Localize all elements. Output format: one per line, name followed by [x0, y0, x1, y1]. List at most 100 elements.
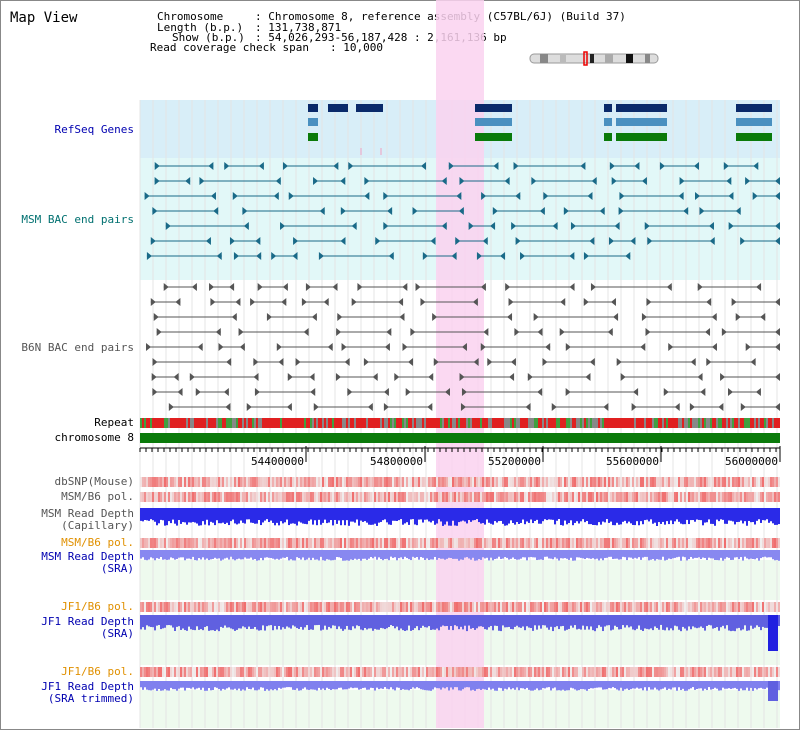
- bac-end: [154, 162, 160, 170]
- jf1-trim-depth-bar: [750, 681, 752, 688]
- jf1-pol2-cell: [618, 667, 620, 677]
- repeat-block: [720, 418, 722, 428]
- msm-depth-bar: [288, 508, 290, 526]
- jf1-trim-depth-bar: [764, 681, 766, 689]
- jf1-trim-depth-bar: [406, 681, 408, 690]
- msm-sra-depth-bar: [766, 550, 768, 558]
- msm-depth-bar: [538, 508, 540, 524]
- jf1-trim-depth-bar: [174, 681, 176, 690]
- msm-sra-depth-bar: [438, 550, 440, 558]
- msm-pol2-cell: [326, 538, 328, 548]
- msm-pol-cell: [700, 492, 702, 502]
- msm-depth-bar: [658, 508, 660, 523]
- msm-pol2-cell: [662, 538, 664, 548]
- msm-pol-cell: [330, 492, 332, 502]
- jf1-trim-depth-bar: [216, 681, 218, 688]
- msm-sra-depth-bar: [290, 550, 292, 560]
- msm-pol2-cell: [212, 538, 214, 548]
- msm-sra-depth-bar: [768, 550, 770, 558]
- msm-sra-depth-bar: [422, 550, 424, 558]
- repeat-block: [600, 418, 602, 428]
- jf1-sra-depth-bar: [706, 615, 708, 626]
- dbsnp-cell: [456, 477, 458, 487]
- jf1-pol2-cell: [454, 667, 456, 677]
- bac-end: [258, 162, 264, 170]
- track-label-msm-bac[interactable]: MSM BAC end pairs: [21, 213, 134, 226]
- track-label-refseq[interactable]: RefSeq Genes: [54, 123, 134, 136]
- jf1-sra-depth-bar: [628, 615, 630, 628]
- jf1-sra-depth-bar: [408, 615, 410, 626]
- msm-depth-bar: [470, 508, 472, 522]
- jf1-trim-depth-bar: [534, 681, 536, 690]
- msm-pol2-cell: [532, 538, 534, 548]
- bac-end: [608, 237, 614, 245]
- jf1-pol2-cell: [580, 667, 582, 677]
- msm-depth-bar: [180, 508, 182, 524]
- repeat-block: [716, 418, 718, 428]
- msm-pol-cell: [266, 492, 268, 502]
- msm-pol2-cell: [418, 538, 420, 548]
- repeat-block: [280, 418, 282, 428]
- msm-depth-bar: [676, 508, 678, 520]
- msm-pol-cell: [328, 492, 330, 502]
- msm-depth-bar: [162, 508, 164, 521]
- jf1-pol-cell: [388, 602, 390, 612]
- dbsnp-cell: [646, 477, 648, 487]
- dbsnp-cell: [510, 477, 512, 487]
- dbsnp-cell: [602, 477, 604, 487]
- bac-end: [213, 207, 219, 215]
- gene-feature: [475, 118, 512, 126]
- msm-depth-bar: [624, 508, 626, 521]
- jf1-pol2-cell: [696, 667, 698, 677]
- msm-pol-cell: [194, 492, 196, 502]
- jf1-pol-cell: [468, 602, 470, 612]
- repeat-block: [482, 418, 484, 428]
- repeat-block: [680, 418, 682, 428]
- msm-sra-depth-bar: [142, 550, 144, 558]
- jf1-pol2-cell: [378, 667, 380, 677]
- bac-end: [152, 388, 158, 396]
- jf1-trim-depth-bar: [412, 681, 414, 688]
- msm-depth-bar: [564, 508, 566, 521]
- repeat-block: [374, 418, 376, 428]
- jf1-sra-depth-bar: [326, 615, 328, 630]
- msm-sra-depth-bar: [348, 550, 350, 561]
- jf1-trim-depth-bar: [658, 681, 660, 691]
- bac-end: [286, 403, 292, 411]
- jf1-trim-depth-bar: [426, 681, 428, 691]
- dbsnp-cell: [452, 477, 454, 487]
- repeat-block: [384, 418, 386, 428]
- repeat-block: [210, 418, 212, 428]
- jf1-pol2-cell: [328, 667, 330, 677]
- repeat-block: [526, 418, 528, 428]
- jf1-pol-cell: [476, 602, 478, 612]
- jf1-trim-depth-bar: [202, 681, 204, 688]
- msm-sra-depth-bar: [778, 550, 780, 561]
- repeat-block: [774, 418, 776, 428]
- msm-pol2-cell: [442, 538, 444, 548]
- msm-depth-bar: [614, 508, 616, 526]
- track-label-b6n-bac[interactable]: B6N BAC end pairs: [21, 341, 134, 354]
- jf1-trim-depth-bar: [420, 681, 422, 690]
- jf1-sra-depth-bar: [184, 615, 186, 631]
- msm-pol2-cell: [350, 538, 352, 548]
- msm-pol2-cell: [692, 538, 694, 548]
- msm-sra-depth-bar: [220, 550, 222, 561]
- msm-sra-depth-bar: [574, 550, 576, 561]
- dbsnp-cell: [576, 477, 578, 487]
- msm-sra-depth-bar: [390, 550, 392, 557]
- jf1-pol2-cell: [214, 667, 216, 677]
- dbsnp-cell: [634, 477, 636, 487]
- msm-sra-depth-bar: [708, 550, 710, 558]
- jf1-pol2-cell: [436, 667, 438, 677]
- dbsnp-cell: [660, 477, 662, 487]
- dbsnp-cell: [234, 477, 236, 487]
- jf1-pol2-cell: [602, 667, 604, 677]
- msm-pol2-cell: [202, 538, 204, 548]
- repeat-block: [692, 418, 694, 428]
- msm-pol-cell: [588, 492, 590, 502]
- msm-pol-cell: [280, 492, 282, 502]
- dbsnp-cell: [292, 477, 294, 487]
- jf1-pol2-cell: [576, 667, 578, 677]
